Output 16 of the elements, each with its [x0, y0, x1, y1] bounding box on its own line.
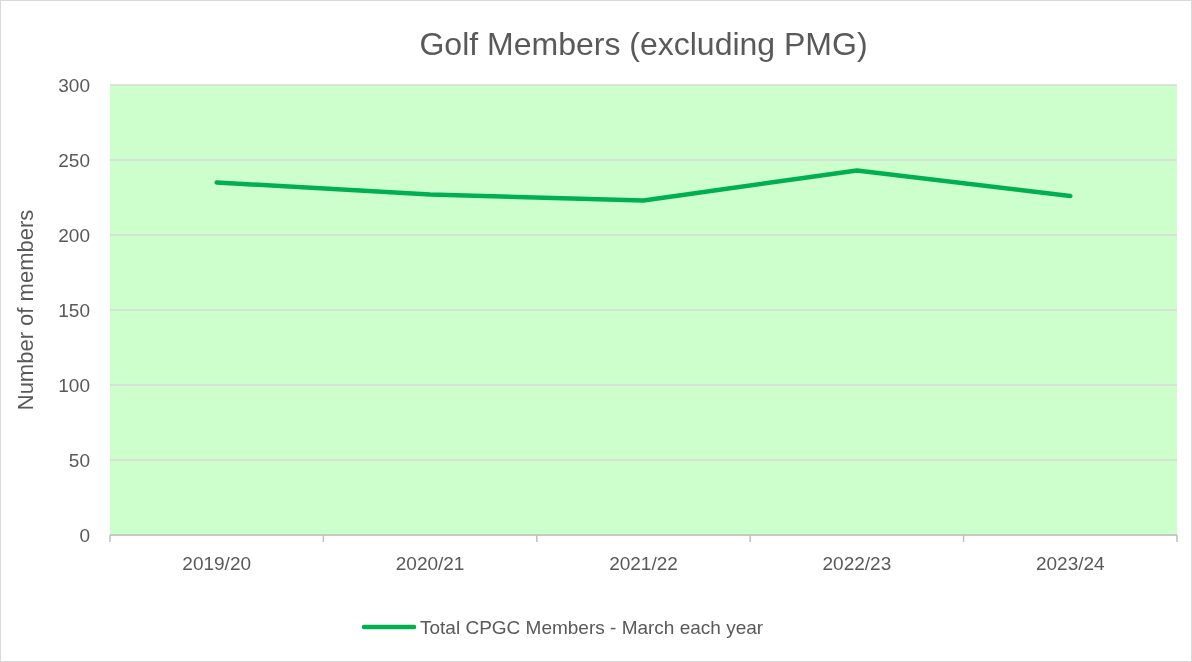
line-series [214, 168, 1073, 203]
x-tick-label: 2019/20 [182, 553, 252, 574]
x-tick-label: 2022/23 [822, 553, 892, 574]
y-tick-label: 50 [68, 450, 90, 471]
y-tick-label: 300 [58, 75, 90, 96]
y-tick-label: 200 [58, 225, 90, 246]
x-tick-label: 2021/22 [609, 553, 678, 574]
y-tick-label: 0 [79, 525, 90, 546]
y-axis-title: Number of members [13, 209, 38, 411]
y-tick-label: 100 [58, 375, 90, 396]
x-tick-label: 2023/24 [1035, 553, 1106, 574]
y-tick-label: 250 [58, 150, 90, 171]
x-tick-label: 2020/21 [395, 553, 465, 574]
legend-label: Total CPGC Members - March each year [420, 617, 764, 638]
chart-title: Golf Members (excluding PMG) [419, 26, 868, 62]
y-tick-label: 150 [58, 300, 90, 321]
